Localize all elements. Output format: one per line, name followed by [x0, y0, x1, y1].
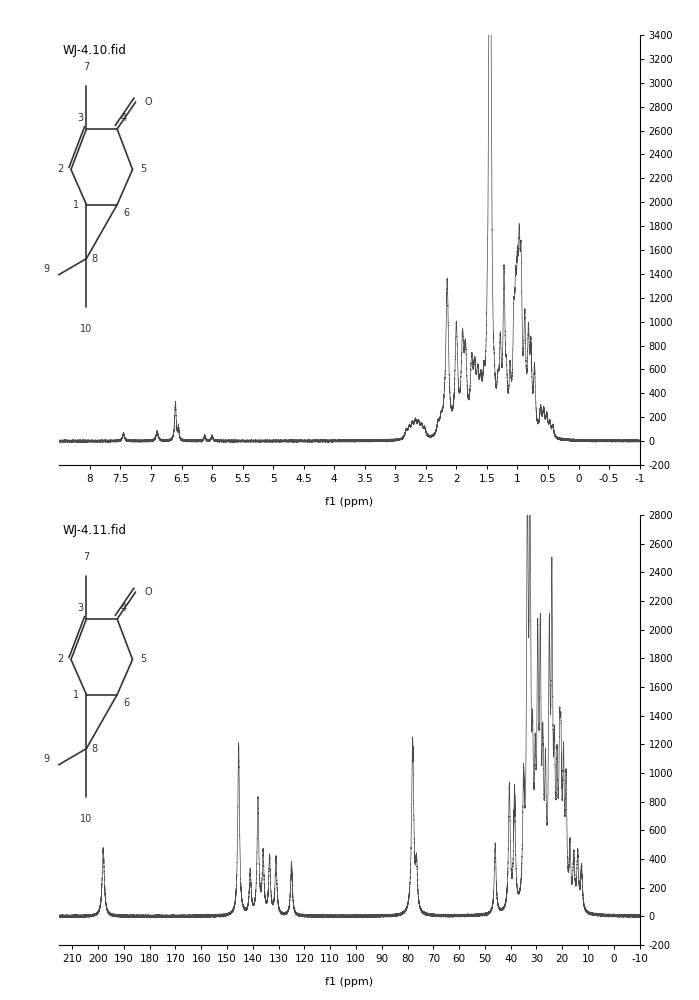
Text: 8: 8 — [91, 254, 97, 264]
X-axis label: f1 (ppm): f1 (ppm) — [326, 977, 373, 987]
Text: 5: 5 — [140, 654, 146, 664]
Text: O: O — [144, 97, 152, 107]
Text: 3: 3 — [77, 603, 83, 613]
Text: 9: 9 — [43, 754, 50, 764]
Text: 8: 8 — [91, 744, 97, 754]
Text: 7: 7 — [83, 552, 89, 562]
Text: 6: 6 — [123, 208, 129, 218]
Text: 3: 3 — [77, 113, 83, 123]
Text: 5: 5 — [140, 164, 146, 174]
Text: 2: 2 — [57, 654, 64, 664]
Text: 10: 10 — [80, 814, 92, 824]
Text: 4: 4 — [120, 603, 127, 613]
Text: 6: 6 — [123, 698, 129, 708]
Text: 4: 4 — [120, 113, 127, 123]
Text: 7: 7 — [83, 62, 89, 72]
Text: 10: 10 — [80, 324, 92, 334]
Text: O: O — [144, 587, 152, 597]
Text: WJ-4.11.fid: WJ-4.11.fid — [62, 524, 127, 537]
Text: 1: 1 — [73, 690, 79, 700]
Text: 9: 9 — [43, 264, 50, 274]
X-axis label: f1 (ppm): f1 (ppm) — [326, 497, 373, 507]
Text: WJ-4.10.fid: WJ-4.10.fid — [62, 44, 127, 57]
Text: 2: 2 — [57, 164, 64, 174]
Text: 1: 1 — [73, 200, 79, 210]
